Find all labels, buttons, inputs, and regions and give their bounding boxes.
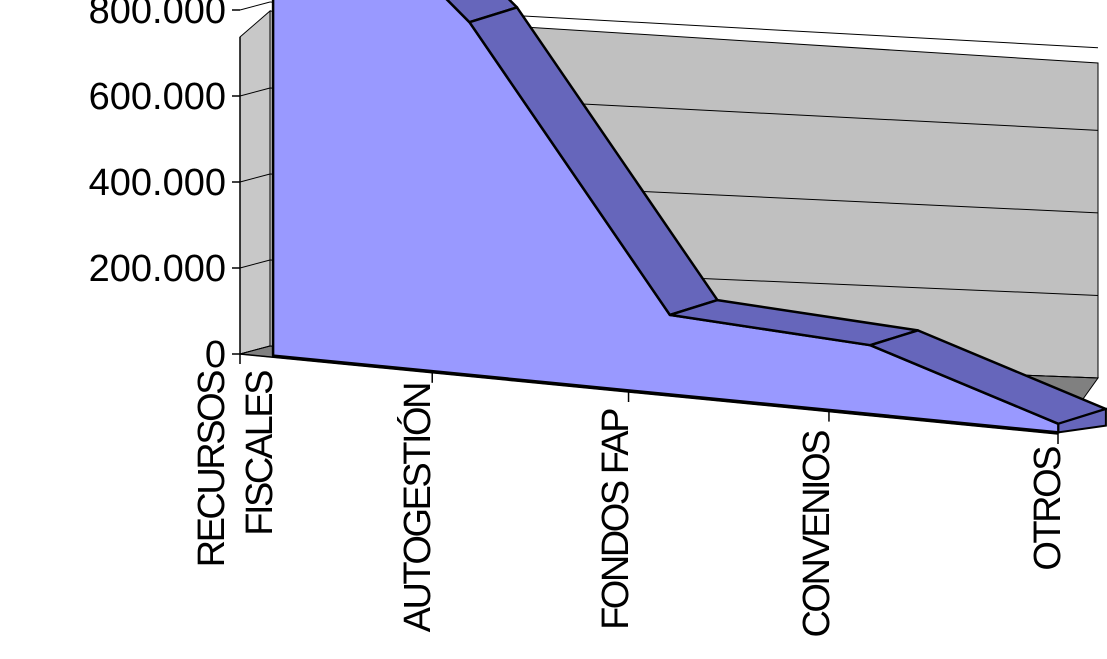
side-gridline [239,259,271,269]
axes [232,9,1059,444]
side-wall [239,9,271,355]
side-gridline [239,87,271,97]
y-tick-label: 0 [205,334,226,376]
x-axis-tick-labels: RECURSOS FISCALES AUTOGESTIÓN FONDOS FAP CON… [191,371,1069,638]
area-end-face [1057,407,1107,434]
x-tick-label: FONDOS FAP [595,409,637,630]
side-gridline [239,345,271,355]
x-tick-label: AUTOGESTIÓN [396,384,439,632]
x-tick-label: CONVENIOS [796,431,838,638]
side-gridline [239,173,271,183]
data-area [271,0,1107,434]
x-axis-line [239,353,1059,435]
x-tick-label-autogesti-n: AUTOGESTIÓN [396,384,439,632]
y-tick-label: 800.000 [89,0,226,32]
x-tick-label: RECURSOS [191,371,233,568]
x-tick-label-fondos-fap: FONDOS FAP [595,409,637,630]
x-tick-label: FISCALES [239,371,281,536]
y-axis-tick-labels: 0200.000400.000600.000800.0001.000.0001.… [89,0,226,376]
x-tick-label: OTROS [1027,447,1069,571]
y-tick-label: 200.000 [89,248,226,290]
y-tick-label: 600.000 [89,76,226,118]
x-tick-label-otros: OTROS [1027,447,1069,571]
x-tick-label-convenios: CONVENIOS [796,431,838,638]
side-gridline [239,1,271,11]
y-tick-label: 400.000 [89,162,226,204]
x-tick-label-recursos-fiscales: RECURSOS FISCALES [191,371,281,568]
